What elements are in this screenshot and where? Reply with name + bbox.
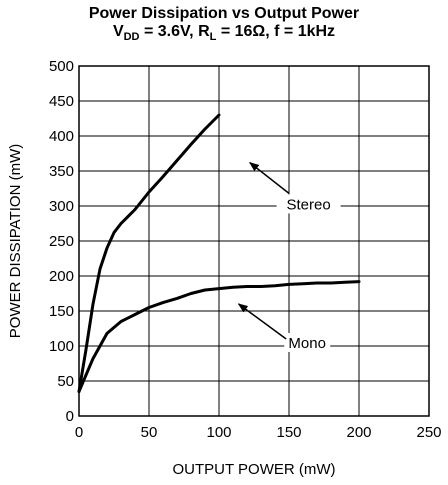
annotation-bg-mono: [284, 333, 331, 352]
rl-subscript: L: [209, 31, 217, 43]
x-tick-label: 200: [346, 424, 371, 441]
y-axis-title: POWER DISSIPATION (mW): [7, 144, 24, 338]
y-tick-label: 350: [49, 163, 74, 180]
y-tick-label: 100: [49, 338, 74, 355]
x-tick-label: 250: [416, 424, 441, 441]
y-tick-label: 200: [49, 268, 74, 285]
series-lines: [77, 113, 361, 393]
annotation-bg-stereo: [276, 194, 341, 214]
series-line-stereo: [77, 113, 221, 393]
y-tick-label: 450: [49, 93, 74, 110]
rl-value: = 16Ω, f = 1kHz: [216, 23, 336, 40]
rl-label: R: [198, 23, 210, 40]
grid: [79, 66, 429, 416]
y-tick-label: 300: [49, 198, 74, 215]
x-tick-label: 100: [206, 424, 231, 441]
x-axis-title: OUTPUT POWER (mW): [172, 461, 335, 478]
annotation-label-mono: Mono: [288, 335, 326, 352]
tick-labels: 0 50 100 150 200 250 0 50 100 150 200 250 300 350 400 4…: [49, 58, 442, 441]
vdd-subscript: DD: [123, 31, 140, 43]
annotation-arrow-mono: [237, 303, 287, 340]
x-tick-label: 0: [75, 424, 83, 441]
annotation-arrow-stereo: [249, 161, 290, 194]
vdd-label: V: [112, 23, 124, 40]
plot-frame: [78, 65, 430, 417]
x-tick-label: 150: [276, 424, 301, 441]
y-tick-label: 0: [66, 408, 74, 425]
y-tick-label: 250: [49, 233, 74, 250]
y-tick-label: 50: [57, 373, 74, 390]
chart-title: Power Dissipation vs Output Power: [88, 5, 360, 22]
series-line-mono: [77, 280, 361, 393]
y-tick-label: 500: [49, 58, 74, 75]
annotation-label-stereo: Stereo: [286, 196, 330, 213]
annotations: Stereo Mono: [237, 161, 341, 352]
chart-subtitle: VDD = 3.6V, RL = 16Ω, f = 1kHz: [0, 22, 448, 43]
vdd-value: = 3.6V,: [139, 23, 199, 40]
x-tick-label: 50: [141, 424, 158, 441]
y-tick-label: 150: [49, 303, 74, 320]
y-tick-label: 400: [49, 128, 74, 145]
